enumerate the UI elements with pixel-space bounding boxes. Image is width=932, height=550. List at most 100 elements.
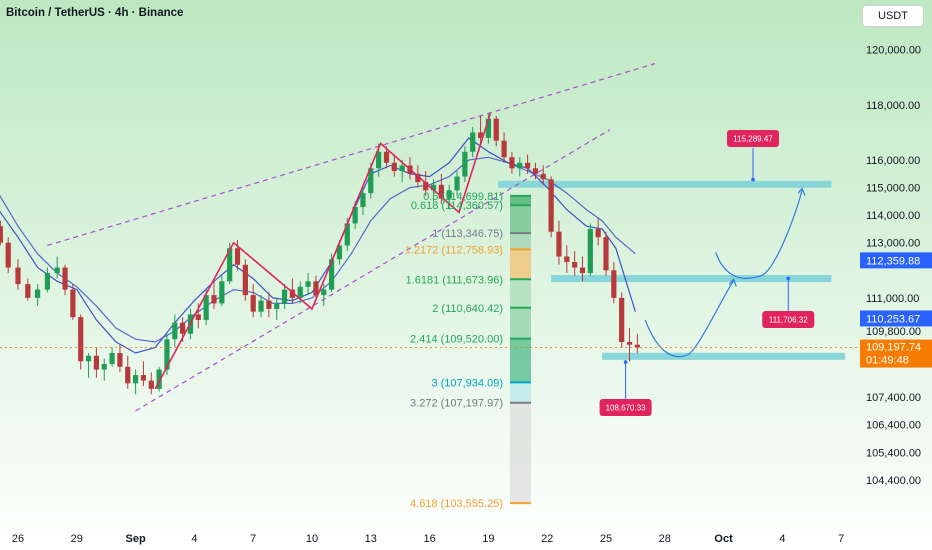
candle [603, 231, 609, 276]
candle-body [329, 259, 335, 290]
price-annotation: 108,670.33 [599, 360, 652, 416]
y-tick-label: 106,400.00 [866, 420, 921, 432]
x-tick-label: 22 [541, 533, 553, 545]
candle-body [219, 281, 225, 304]
candle-body [391, 162, 397, 172]
annotation-dot [623, 360, 628, 364]
candle-body [415, 173, 421, 183]
candle [70, 284, 76, 320]
price-annotations: 115,289.47 111,706.32 108,670.33 [599, 130, 815, 416]
candle [509, 151, 515, 174]
candle [517, 157, 523, 177]
candle-body [470, 132, 476, 152]
candle [313, 275, 319, 301]
x-tick-label: Sep [126, 533, 146, 545]
price-marker: 110,253.67 [860, 310, 932, 327]
candle [15, 259, 21, 290]
candle [274, 297, 280, 320]
x-axis[interactable]: 26 29 Sep 4 7 10 13 16 19 22 25 28 Oct 4 7 [12, 533, 844, 545]
candle-body [195, 314, 201, 320]
x-tick-label: 19 [482, 533, 494, 545]
candle-body [117, 353, 123, 367]
candle-body [172, 322, 178, 340]
candle-body [274, 303, 280, 309]
candle-body [611, 270, 617, 298]
x-tick-label: 16 [423, 533, 435, 545]
candle [438, 173, 444, 205]
candle-body [587, 228, 593, 274]
candle [125, 355, 131, 389]
candle-body [485, 118, 491, 138]
candle [148, 372, 154, 395]
candle-body [101, 364, 107, 370]
candle [454, 171, 460, 196]
y-tick-label: 104,400.00 [866, 475, 921, 487]
candle-body [109, 353, 115, 365]
ma-fast-line [0, 137, 636, 354]
candle-body [493, 118, 499, 141]
candle-body [148, 380, 154, 389]
price-marker-box [860, 252, 932, 269]
candle-body [532, 168, 539, 174]
candle [133, 369, 139, 395]
candle-body [125, 366, 131, 384]
candle [462, 146, 468, 183]
candle-body [297, 286, 303, 298]
fib-band-7 [510, 382, 531, 403]
fib-band-3 [510, 249, 531, 280]
candle [305, 273, 311, 296]
candle-body [517, 162, 523, 169]
zigzag-line [154, 112, 492, 390]
projection-curve-1 [644, 280, 734, 358]
candle-body [501, 140, 507, 158]
candle-body [133, 375, 139, 384]
candle-body [156, 369, 162, 389]
candle-body [0, 226, 3, 243]
candle-body [619, 297, 625, 342]
y-tick-label: 111,000.00 [866, 293, 919, 305]
fib-band-8 [510, 402, 531, 504]
candle [109, 347, 115, 367]
price-marker-label: 110,253.67 [866, 313, 920, 325]
projection-path [644, 187, 806, 358]
price-marker-box [860, 310, 932, 327]
x-tick-label: 29 [71, 533, 83, 545]
x-tick-label: 25 [600, 533, 612, 545]
fib-band-4 [510, 279, 531, 308]
y-axis[interactable]: 120,000.00 118,000.00 116,000.00 115,000.00… [866, 45, 921, 487]
candle [281, 284, 288, 309]
candle [399, 160, 405, 183]
current-price-box [860, 339, 932, 368]
candle-body [242, 264, 248, 296]
candle-body [595, 228, 601, 238]
y-tick-label: 107,400.00 [866, 392, 921, 404]
candle-body [430, 184, 437, 191]
candle-body [360, 193, 366, 207]
x-tick-label: 26 [12, 533, 24, 545]
candle [0, 220, 3, 246]
candle [321, 284, 327, 307]
candle-body [164, 339, 170, 370]
annotation-dot [786, 276, 791, 281]
trend-channel [47, 62, 656, 412]
price-marker-label: 112,359.88 [866, 255, 920, 267]
candle-body [383, 151, 390, 163]
channel-line-0 [47, 62, 656, 247]
candle [93, 347, 99, 378]
candle [203, 289, 209, 326]
candle [634, 333, 640, 354]
candle-body [626, 341, 633, 345]
zigzag-pattern [154, 112, 492, 390]
candle-body [634, 344, 640, 348]
chart-title: Bitcoin / TetherUS · 4h · Binance [6, 7, 184, 19]
candle-body [62, 267, 68, 290]
candle-body [211, 295, 217, 304]
projection-arrowhead-1 [797, 187, 806, 196]
annotation-box [599, 399, 652, 416]
projection-curve-2 [715, 190, 803, 279]
currency-button[interactable]: USDT [862, 5, 924, 27]
